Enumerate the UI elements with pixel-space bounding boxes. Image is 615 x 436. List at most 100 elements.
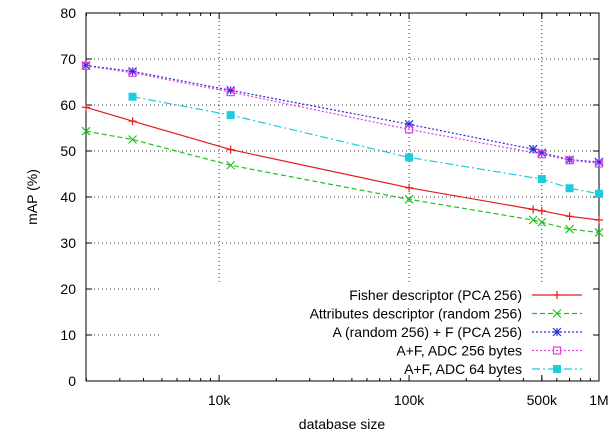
marker-stroke bbox=[537, 217, 547, 227]
marker-stroke bbox=[565, 156, 574, 165]
marker-stroke bbox=[594, 227, 604, 237]
data-point bbox=[404, 119, 414, 129]
y-tick-label: 10 bbox=[60, 327, 76, 343]
data-point bbox=[565, 156, 574, 165]
marker-stroke bbox=[528, 215, 538, 225]
data-point bbox=[595, 189, 603, 198]
data-point bbox=[565, 212, 574, 221]
series-4 bbox=[81, 61, 604, 168]
data-point bbox=[537, 148, 547, 158]
x-tick-label: 1M bbox=[589, 392, 608, 408]
data-point bbox=[565, 184, 574, 193]
marker-stroke bbox=[537, 175, 546, 184]
marker-stroke bbox=[226, 160, 236, 170]
marker-stroke bbox=[226, 85, 236, 95]
marker-stroke bbox=[552, 309, 562, 318]
marker-stroke bbox=[128, 68, 137, 77]
series-line bbox=[85, 64, 600, 163]
marker-stroke bbox=[226, 88, 235, 97]
marker-stroke bbox=[128, 92, 137, 101]
series-line bbox=[132, 96, 600, 195]
series-1 bbox=[82, 103, 603, 224]
marker-stroke bbox=[565, 184, 574, 193]
data-point bbox=[537, 217, 547, 227]
legend-marker bbox=[552, 346, 562, 355]
legend-entry-4: A+F, ADC 256 bytes bbox=[396, 343, 582, 359]
data-point bbox=[81, 61, 91, 71]
data-point bbox=[404, 125, 414, 134]
marker-stroke bbox=[594, 159, 604, 168]
legend-label: Fisher descriptor (PCA 256) bbox=[349, 287, 522, 303]
data-point bbox=[128, 135, 137, 144]
legend-label: A (random 256) + F (PCA 256) bbox=[333, 324, 522, 340]
data-point bbox=[128, 92, 137, 101]
x-tick-label: 500k bbox=[527, 392, 558, 408]
legend-entry-5: A+F, ADC 64 bytes bbox=[404, 361, 582, 377]
legend-marker bbox=[552, 327, 562, 337]
marker-stroke bbox=[81, 126, 91, 136]
marker-stroke bbox=[595, 189, 603, 198]
data-point bbox=[565, 224, 575, 234]
data-point bbox=[529, 205, 538, 214]
data-point bbox=[226, 85, 236, 95]
marker-stroke bbox=[553, 365, 561, 373]
data-point bbox=[537, 206, 546, 215]
y-tick-label: 70 bbox=[60, 51, 76, 67]
legend-label: A+F, ADC 256 bytes bbox=[396, 343, 522, 359]
series-line bbox=[85, 130, 600, 233]
y-tick-label: 80 bbox=[60, 5, 76, 21]
series-line bbox=[85, 65, 600, 164]
data-point bbox=[226, 145, 235, 154]
marker-stroke bbox=[552, 327, 562, 337]
y-tick-label: 30 bbox=[60, 235, 76, 251]
marker-stroke bbox=[404, 119, 414, 129]
data-point bbox=[81, 126, 91, 136]
series-3 bbox=[81, 61, 604, 167]
legend-entry-3: A (random 256) + F (PCA 256) bbox=[333, 324, 582, 340]
data-point bbox=[537, 150, 546, 159]
marker-stroke bbox=[537, 150, 546, 159]
marker-stroke bbox=[226, 111, 235, 120]
marker-stroke bbox=[565, 224, 575, 234]
axis-ticks: 0 10 20 30 40 50 60 70 80 10k 100k 500k 1M bbox=[60, 5, 608, 408]
data-point bbox=[128, 68, 137, 77]
legend-marker bbox=[553, 291, 561, 299]
series-line bbox=[85, 106, 600, 221]
y-axis-label: mAP (%) bbox=[24, 169, 40, 225]
legend-label: Attributes descriptor (random 256) bbox=[310, 306, 522, 322]
data-point bbox=[405, 183, 414, 192]
data-point bbox=[226, 88, 235, 97]
x-tick-label: 100k bbox=[394, 392, 425, 408]
x-axis-label: database size bbox=[299, 416, 386, 432]
y-tick-label: 60 bbox=[60, 97, 76, 113]
data-point bbox=[226, 160, 236, 170]
legend-entry-2: Attributes descriptor (random 256) bbox=[310, 306, 582, 322]
data-series bbox=[81, 61, 604, 237]
data-point bbox=[594, 159, 604, 168]
data-point bbox=[528, 215, 538, 225]
marker-stroke bbox=[405, 153, 414, 162]
data-point bbox=[594, 227, 604, 237]
data-point bbox=[405, 153, 414, 162]
marker-stroke bbox=[404, 194, 414, 204]
y-tick-label: 20 bbox=[60, 281, 76, 297]
marker-stroke bbox=[81, 61, 91, 71]
legend-entry-1: Fisher descriptor (PCA 256) bbox=[349, 287, 582, 303]
legend-marker bbox=[553, 365, 561, 373]
marker-stroke bbox=[404, 125, 414, 134]
x-tick-label: 10k bbox=[208, 392, 232, 408]
data-point bbox=[404, 194, 414, 204]
data-point bbox=[226, 111, 235, 120]
legend-label: A+F, ADC 64 bytes bbox=[404, 361, 522, 377]
y-tick-label: 50 bbox=[60, 143, 76, 159]
data-point bbox=[128, 66, 137, 76]
data-point bbox=[537, 175, 546, 184]
marker-stroke bbox=[552, 346, 562, 355]
data-point bbox=[594, 157, 604, 167]
series-5 bbox=[128, 92, 603, 198]
marker-stroke bbox=[128, 135, 137, 144]
y-tick-label: 0 bbox=[68, 373, 76, 389]
data-point bbox=[595, 216, 603, 224]
series-2 bbox=[81, 126, 604, 237]
